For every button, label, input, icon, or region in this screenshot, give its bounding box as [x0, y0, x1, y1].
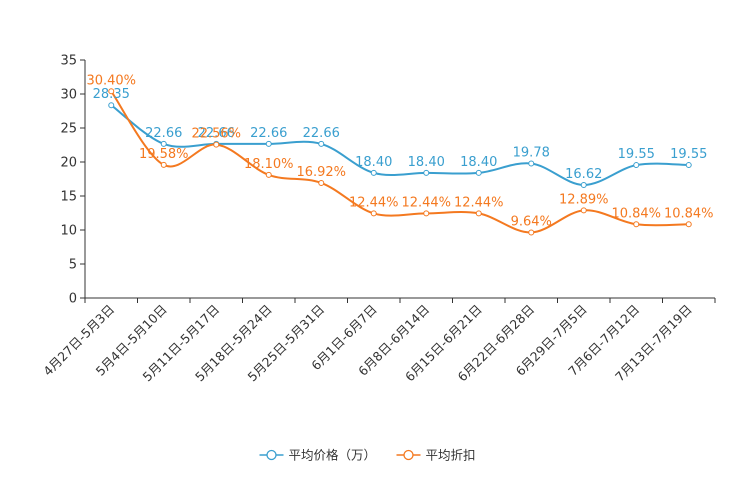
data-label-1: 22.56%: [191, 127, 241, 142]
y-tick-label: 10: [60, 224, 77, 239]
data-point-0[interactable]: [580, 181, 587, 188]
data-label-1: 12.44%: [454, 195, 504, 210]
y-tick-label: 0: [69, 292, 77, 307]
data-point-1[interactable]: [475, 210, 482, 217]
data-point-1[interactable]: [633, 221, 640, 228]
y-tick-label: 25: [60, 122, 77, 137]
data-label-0: 22.66: [303, 126, 340, 141]
data-point-1[interactable]: [685, 221, 692, 228]
data-point-0[interactable]: [370, 169, 377, 176]
data-label-0: 16.62: [565, 167, 602, 182]
data-point-1[interactable]: [528, 229, 535, 236]
data-point-0[interactable]: [265, 140, 272, 147]
series-lines: [108, 88, 692, 236]
y-tick-label: 5: [69, 258, 77, 273]
data-label-0: 19.55: [670, 147, 707, 162]
data-label-0: 22.66: [250, 126, 287, 141]
legend-item-1[interactable]: 平均折扣: [396, 448, 476, 463]
data-point-1[interactable]: [370, 210, 377, 217]
legend-item-0[interactable]: 平均价格（万）: [259, 448, 377, 463]
data-point-1[interactable]: [580, 207, 587, 214]
data-label-0: 18.40: [408, 155, 445, 170]
data-label-1: 9.64%: [511, 214, 552, 229]
x-axis: 4月27日-5月3日5月4日-5月10日5月11日-5月17日5月18日-5月2…: [40, 297, 716, 384]
data-labels: 28.35 22.66 22.66 22.66 22.66 18.40 18.40 18.40…: [86, 73, 713, 229]
data-label-1: 16.92%: [296, 165, 346, 180]
data-label-0: 19.55: [618, 147, 655, 162]
data-point-1[interactable]: [213, 141, 220, 148]
y-tick-label: 20: [60, 156, 77, 171]
y-axis: 0 5 10 15 20 25 30 35: [60, 54, 86, 307]
data-label-1: 10.84%: [611, 206, 661, 221]
data-label-1: 10.84%: [664, 206, 714, 221]
data-point-0[interactable]: [528, 160, 535, 167]
data-point-0[interactable]: [160, 140, 167, 147]
data-label-1: 12.44%: [401, 195, 451, 210]
data-label-0: 22.66: [198, 126, 235, 141]
legend: 平均价格（万） 平均折扣: [259, 448, 476, 463]
data-point-1[interactable]: [423, 210, 430, 217]
data-point-0[interactable]: [318, 140, 325, 147]
data-label-0: 18.40: [355, 155, 392, 170]
data-point-0[interactable]: [423, 169, 430, 176]
series-line-1: [110, 90, 689, 234]
data-label-1: 30.40%: [86, 73, 136, 88]
data-label-0: 19.78: [513, 145, 550, 160]
data-point-0[interactable]: [108, 102, 115, 109]
data-label-1: 12.89%: [559, 192, 609, 207]
data-label-1: 19.58%: [139, 147, 189, 162]
data-label-1: 12.44%: [349, 195, 399, 210]
data-point-0[interactable]: [633, 162, 640, 169]
data-label-0: 22.66: [145, 126, 182, 141]
data-point-1[interactable]: [160, 161, 167, 168]
data-point-0[interactable]: [475, 169, 482, 176]
y-tick-label: 15: [60, 190, 77, 205]
series-line-0: [110, 104, 689, 186]
legend-label: 平均折扣: [426, 448, 476, 463]
data-point-1[interactable]: [108, 88, 115, 95]
y-tick-label: 35: [60, 54, 77, 69]
data-label-0: 18.40: [460, 155, 497, 170]
y-tick-label: 30: [60, 88, 77, 103]
data-point-0[interactable]: [685, 162, 692, 169]
data-point-1[interactable]: [318, 179, 325, 186]
data-label-1: 18.10%: [244, 157, 294, 172]
legend-marker-icon: [266, 449, 277, 461]
legend-label: 平均价格（万）: [289, 448, 377, 463]
data-label-0: 28.35: [93, 87, 130, 102]
legend-marker-icon: [403, 449, 414, 461]
data-point-1[interactable]: [265, 171, 272, 178]
